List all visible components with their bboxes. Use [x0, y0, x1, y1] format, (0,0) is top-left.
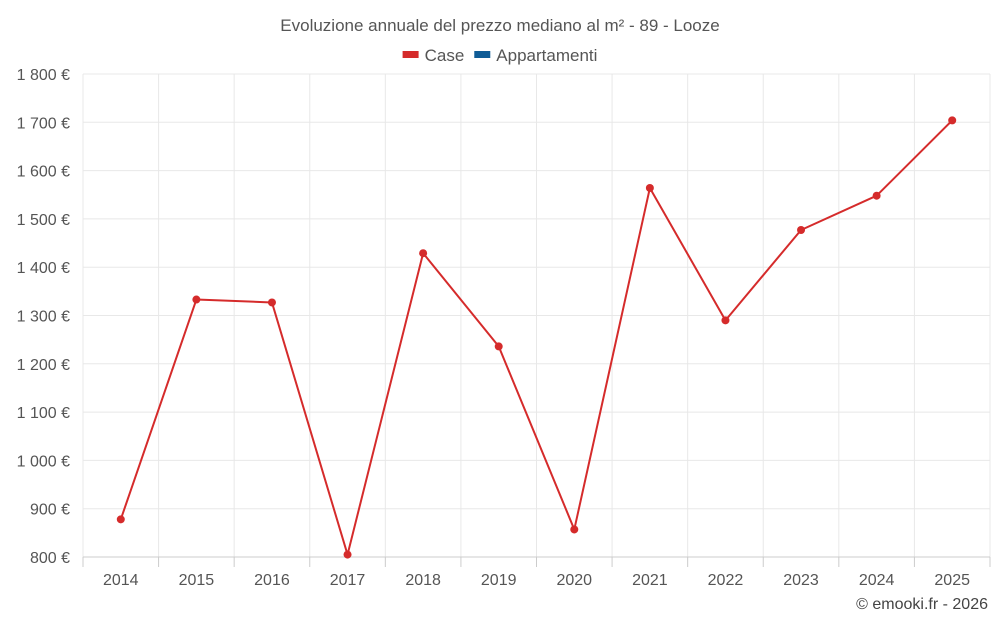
- data-point[interactable]: [948, 116, 957, 125]
- data-point[interactable]: [645, 183, 654, 192]
- x-tick-label: 2021: [632, 572, 668, 589]
- y-tick-label: 1 600 €: [17, 164, 70, 181]
- x-tick-label: 2016: [254, 572, 290, 589]
- x-tick-label: 2023: [783, 572, 819, 589]
- chart-title: Evoluzione annuale del prezzo mediano al…: [280, 16, 719, 35]
- data-point[interactable]: [419, 249, 428, 258]
- y-tick-label: 1 700 €: [17, 115, 70, 132]
- y-tick-label: 1 100 €: [17, 405, 70, 422]
- y-tick-label: 900 €: [30, 502, 70, 519]
- series-line-case: [119, 119, 953, 556]
- legend: Case Appartamenti: [402, 46, 597, 65]
- legend-swatch-case[interactable]: [402, 51, 419, 58]
- y-tick-label: 1 300 €: [17, 309, 70, 326]
- data-point[interactable]: [116, 515, 125, 524]
- x-tick-label: 2022: [708, 572, 744, 589]
- x-tick-label: 2019: [481, 572, 517, 589]
- x-tick-label: 2014: [103, 572, 139, 589]
- x-tick-label: 2017: [330, 572, 366, 589]
- x-axis-ticks: 2014 2015 2016 2017 2018 2019 2020 2021 2022 2023…: [82, 557, 991, 589]
- legend-label: Case: [425, 46, 465, 65]
- x-tick-label: 2018: [405, 572, 441, 589]
- x-tick-label: 2020: [556, 572, 592, 589]
- y-tick-label: 1 400 €: [17, 260, 70, 277]
- data-point[interactable]: [570, 525, 579, 534]
- data-point[interactable]: [343, 550, 352, 559]
- legend-label: Appartamenti: [496, 46, 597, 65]
- x-tick-label: 2024: [859, 572, 895, 589]
- y-tick-label: 1 000 €: [17, 453, 70, 470]
- y-axis-ticks: 800 € 900 € 1 000 € 1 100 € 1 200 € 1 300 € 1 …: [17, 67, 70, 567]
- y-tick-label: 1 200 €: [17, 357, 70, 374]
- credit-text: © emooki.fr - 2026: [856, 596, 988, 613]
- data-point[interactable]: [872, 191, 881, 200]
- data-point[interactable]: [494, 342, 503, 351]
- data-point[interactable]: [721, 316, 730, 325]
- x-tick-label: 2015: [179, 572, 215, 589]
- y-tick-label: 800 €: [30, 550, 70, 567]
- legend-swatch-appartamenti[interactable]: [474, 51, 491, 58]
- series-group: [116, 116, 957, 559]
- y-tick-label: 1 800 €: [17, 67, 70, 84]
- data-point[interactable]: [267, 298, 276, 307]
- y-tick-label: 1 500 €: [17, 212, 70, 229]
- data-point[interactable]: [192, 295, 201, 304]
- grid: [82, 73, 991, 557]
- data-point[interactable]: [797, 226, 806, 235]
- x-tick-label: 2025: [934, 572, 970, 589]
